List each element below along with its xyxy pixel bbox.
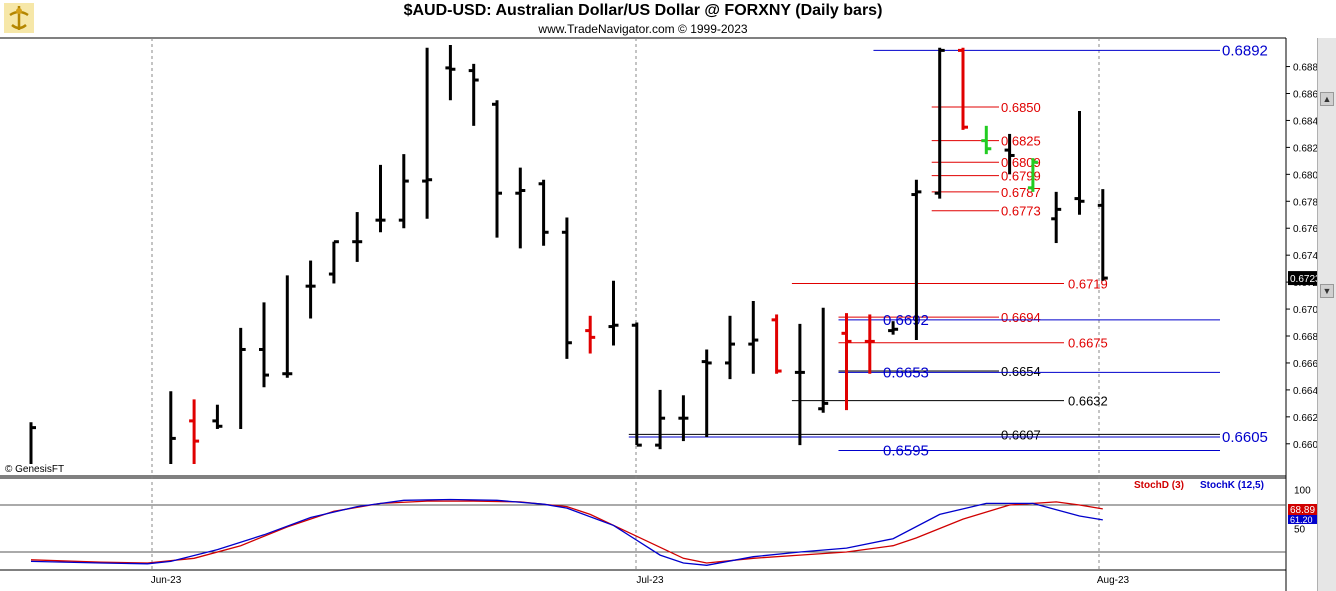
stochd-value-box [1288,504,1318,515]
legend-stochd: StochD (3) [1134,480,1184,491]
level-label: 0.6799 [1001,169,1041,184]
chart-title: $AUD-USD: Australian Dollar/US Dollar @ … [403,2,883,19]
chart-subtitle: www.TradeNavigator.com © 1999-2023 [538,22,748,36]
stoch-tick-label: 50 [1294,525,1306,536]
level-label: 0.6719 [1068,276,1108,291]
level-label: 0.6607 [1001,427,1041,442]
genesis-logo-icon[interactable] [4,3,34,33]
legend-stochk: StochK (12,5) [1200,480,1264,491]
level-label: 0.6605 [1222,429,1268,446]
level-label: 0.6595 [883,443,929,460]
level-label: 0.6787 [1001,185,1041,200]
level-label: 0.6675 [1068,336,1108,351]
level-label: 0.6892 [1222,42,1268,59]
level-label: 0.6654 [1001,364,1041,379]
date-tick-label: Jul-23 [636,575,664,586]
stochk-value-label: 61.20 [1290,515,1313,525]
scroll-up-icon[interactable]: ▲ [1320,92,1334,106]
scroll-down-icon[interactable]: ▼ [1320,284,1334,298]
date-tick-label: Jun-23 [151,575,182,586]
date-tick-label: Aug-23 [1097,575,1130,586]
level-label: 0.6825 [1001,134,1041,149]
last-price-label: 0.6723 [1290,274,1318,285]
price-bars [29,45,1108,464]
vertical-scrollbar[interactable]: ▲ ▼ [1317,38,1336,591]
grid-lines [0,37,1287,591]
stoch-line [30,498,1103,566]
level-label: 0.6773 [1001,204,1041,219]
stoch-tick-label: 100 [1294,485,1311,496]
level-label: 0.6653 [883,364,929,381]
level-label: 0.6850 [1001,100,1041,115]
level-label: 0.6632 [1068,394,1108,409]
chart-header: $AUD-USD: Australian Dollar/US Dollar @ … [0,0,1286,38]
genesisft-watermark: © GenesisFT [5,464,64,475]
stochk-value-box [1288,515,1318,524]
level-label: 0.6692 [883,312,929,329]
level-label: 0.6694 [1001,310,1041,325]
last-price-box [1288,271,1318,286]
stochd-value-label: 68.89 [1290,505,1315,516]
